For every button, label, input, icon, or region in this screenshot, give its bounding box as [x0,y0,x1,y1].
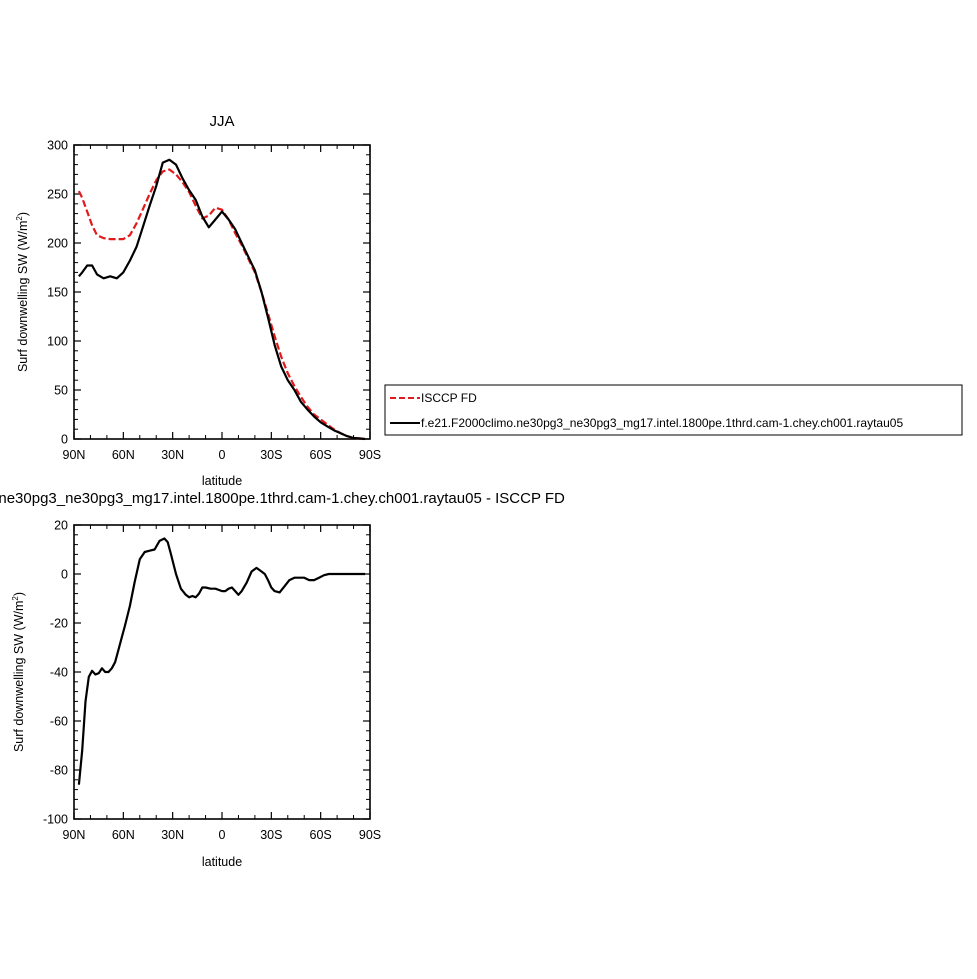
lower-panel-title: f.e21.F2000climo.ne30pg3_ne30pg3_mg17.in… [0,490,565,507]
legend-label-model: f.e21.F2000climo.ne30pg3_ne30pg3_mg17.in… [421,416,903,430]
lower-ylabel: Surf downwelling SW (W/m2) [11,592,26,752]
x-tick-label: 60N [112,828,135,842]
x-tick-label: 60N [112,448,135,462]
y-tick-label: 200 [47,237,68,251]
lower-ticks: 90N 60N 30N 0 30S 60S 90S -100 -80 -60 -40 -20 0 20 [43,519,381,843]
legend-box [384,384,963,436]
y-tick-label: 150 [47,286,68,300]
upper-panel: JJA 90N 60N 30N 0 30S 60S 90S 0 50 100 150 200 250 30… [15,113,381,488]
lower-series [77,537,366,785]
lower-panel: f.e21.F2000climo.ne30pg3_ne30pg3_mg17.in… [0,490,565,869]
y-tick-label: -80 [50,764,68,778]
y-tick-label: 300 [47,139,68,153]
upper-plot-frame [73,144,371,440]
upper-series-line-1 [78,158,366,441]
y-tick-label: -40 [50,666,68,680]
x-tick-label: 30N [161,828,184,842]
upper-series [77,158,366,441]
y-tick-label: -60 [50,715,68,729]
lower-plot-frame [73,524,371,820]
x-tick-label: 30N [161,448,184,462]
y-tick-label: 250 [47,188,68,202]
legend-label-isccp: ISCCP FD [421,391,477,405]
x-tick-label: 60S [310,448,332,462]
upper-panel-title: JJA [209,113,234,130]
legend: ISCCP FD f.e21.F2000climo.ne30pg3_ne30pg… [384,384,963,436]
y-tick-label: 100 [47,335,68,349]
y-tick-label: -20 [50,617,68,631]
upper-series-line-0 [77,168,366,441]
lower-xlabel: latitude [202,855,242,869]
x-tick-label: 60S [310,828,332,842]
y-tick-label: 0 [61,433,68,447]
y-tick-label: 0 [61,568,68,582]
y-tick-label: 50 [54,384,68,398]
x-tick-label: 30S [260,448,282,462]
x-tick-label: 30S [260,828,282,842]
x-tick-label: 90N [63,828,86,842]
upper-xlabel: latitude [202,474,242,488]
x-tick-label: 0 [219,828,226,842]
x-tick-label: 90S [359,448,381,462]
lower-series-line-0 [77,537,366,785]
upper-ylabel: Surf downwelling SW (W/m2) [15,212,30,372]
y-tick-label: -100 [43,813,68,827]
x-tick-label: 0 [219,448,226,462]
x-tick-label: 90N [63,448,86,462]
x-tick-label: 90S [359,828,381,842]
upper-ticks: 90N 60N 30N 0 30S 60S 90S 0 50 100 150 200 250 300 [47,139,381,463]
y-tick-label: 20 [54,519,68,533]
